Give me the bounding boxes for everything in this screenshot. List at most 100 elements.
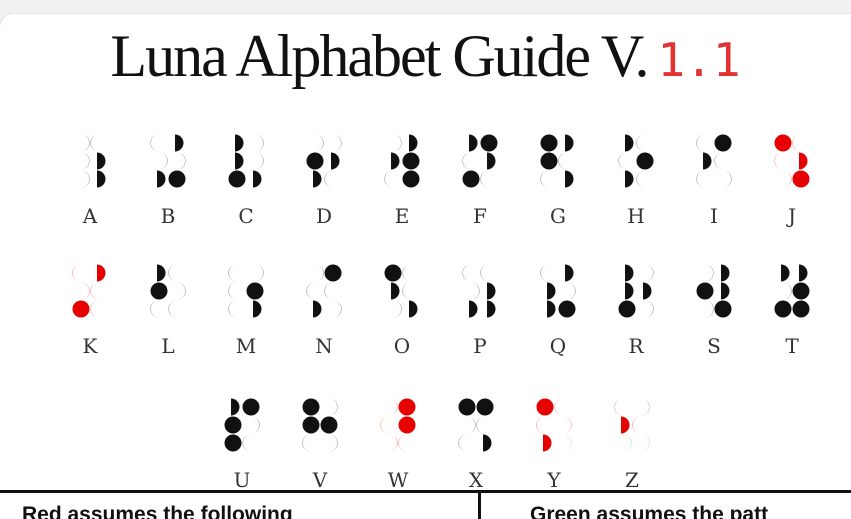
- half-moon-dot: [235, 134, 244, 152]
- right-crescent-dot: [641, 434, 650, 452]
- red-legend-text: Red assumes the following: [22, 503, 293, 519]
- moon-glyph-icon: [536, 398, 572, 452]
- moon-glyph-icon: [614, 398, 650, 452]
- right-crescent-dot: [723, 170, 732, 188]
- letter-label: H: [627, 204, 645, 228]
- full-moon-dot: [476, 398, 494, 416]
- left-crescent-dot: [402, 264, 411, 282]
- glyph-k: K: [70, 262, 110, 358]
- left-crescent-dot: [90, 282, 99, 300]
- letter-label: E: [394, 204, 410, 228]
- half-moon-dot: [565, 134, 574, 152]
- glyph-s: S: [694, 262, 734, 358]
- right-crescent-dot: [329, 434, 338, 452]
- glyph-y: Y: [534, 396, 574, 492]
- moon-glyph-icon: [384, 264, 418, 318]
- glyph-c: C: [226, 132, 266, 228]
- footer-divider: [478, 493, 481, 519]
- half-moon-dot: [157, 170, 166, 188]
- full-moon-dot: [302, 398, 320, 416]
- moon-glyph-icon: [462, 134, 498, 188]
- left-crescent-dot: [462, 264, 471, 282]
- full-moon-dot: [402, 170, 420, 188]
- letter-label: W: [387, 468, 409, 492]
- half-moon-dot: [391, 152, 400, 170]
- green-legend-text: Green assumes the patt: [530, 503, 769, 519]
- left-crescent-dot: [696, 134, 705, 152]
- half-moon-dot: [625, 264, 634, 282]
- full-moon-dot: [696, 282, 714, 300]
- half-moon-dot: [157, 264, 166, 282]
- left-crescent-dot: [636, 170, 645, 188]
- letter-label: X: [468, 468, 484, 492]
- left-crescent-dot: [480, 170, 489, 188]
- left-crescent-dot: [792, 134, 801, 152]
- left-crescent-dot: [150, 134, 159, 152]
- right-crescent-dot: [251, 416, 260, 434]
- full-moon-dot: [242, 398, 260, 416]
- half-moon-dot: [565, 264, 574, 282]
- letter-label: Q: [549, 334, 567, 358]
- moon-glyph-icon: [774, 264, 810, 318]
- half-moon-dot: [643, 282, 652, 300]
- half-moon-dot: [625, 170, 634, 188]
- full-moon-dot: [540, 152, 558, 170]
- letter-label: B: [160, 204, 176, 228]
- letter-label: N: [315, 334, 333, 358]
- letter-label: M: [235, 334, 257, 358]
- moon-glyph-icon: [540, 134, 574, 188]
- full-moon-dot: [398, 398, 416, 416]
- half-moon-dot: [253, 300, 262, 318]
- left-crescent-dot: [458, 434, 467, 452]
- glyph-b: B: [148, 132, 188, 228]
- left-crescent-dot: [618, 152, 627, 170]
- right-crescent-dot: [563, 416, 572, 434]
- half-moon-dot: [235, 152, 244, 170]
- glyph-t: T: [772, 262, 812, 358]
- moon-glyph-icon: [384, 134, 420, 188]
- left-crescent-dot: [636, 134, 645, 152]
- moon-glyph-icon: [458, 398, 494, 452]
- left-crescent-dot: [554, 398, 563, 416]
- letter-label: O: [393, 334, 411, 358]
- letter-label: R: [628, 334, 644, 358]
- half-moon-dot: [487, 152, 496, 170]
- right-crescent-dot: [389, 398, 398, 416]
- full-moon-dot: [384, 264, 402, 282]
- right-crescent-dot: [315, 264, 324, 282]
- moon-glyph-icon: [150, 134, 186, 188]
- half-moon-dot: [721, 264, 730, 282]
- half-moon-dot: [703, 152, 712, 170]
- letter-label: D: [315, 204, 333, 228]
- letter-label: V: [312, 468, 328, 492]
- left-crescent-dot: [632, 416, 641, 434]
- moon-glyph-icon: [150, 264, 186, 318]
- full-moon-dot: [168, 170, 186, 188]
- half-moon-dot: [799, 264, 808, 282]
- left-crescent-dot: [168, 264, 177, 282]
- full-moon-dot: [480, 134, 498, 152]
- left-crescent-dot: [72, 264, 81, 282]
- moon-glyph-icon: [224, 398, 260, 452]
- letter-label: G: [550, 204, 566, 228]
- right-crescent-dot: [177, 282, 186, 300]
- half-moon-dot: [97, 152, 106, 170]
- right-crescent-dot: [81, 170, 90, 188]
- letter-label: F: [473, 204, 487, 228]
- glyph-x: X: [456, 396, 496, 492]
- full-moon-dot: [306, 152, 324, 170]
- glyph-z: Z: [612, 396, 652, 492]
- glyph-r: R: [616, 262, 656, 358]
- full-moon-dot: [714, 300, 732, 318]
- left-crescent-dot: [380, 416, 389, 434]
- right-crescent-dot: [393, 300, 402, 318]
- left-crescent-dot: [228, 300, 237, 318]
- left-crescent-dot: [384, 170, 393, 188]
- full-moon-dot: [636, 152, 654, 170]
- moon-glyph-icon: [81, 134, 106, 188]
- half-moon-dot: [721, 282, 730, 300]
- page-title: Luna Alphabet Guide V. 1.1: [0, 22, 851, 91]
- full-moon-dot: [224, 416, 242, 434]
- glyph-q: Q: [538, 262, 578, 358]
- right-crescent-dot: [641, 398, 650, 416]
